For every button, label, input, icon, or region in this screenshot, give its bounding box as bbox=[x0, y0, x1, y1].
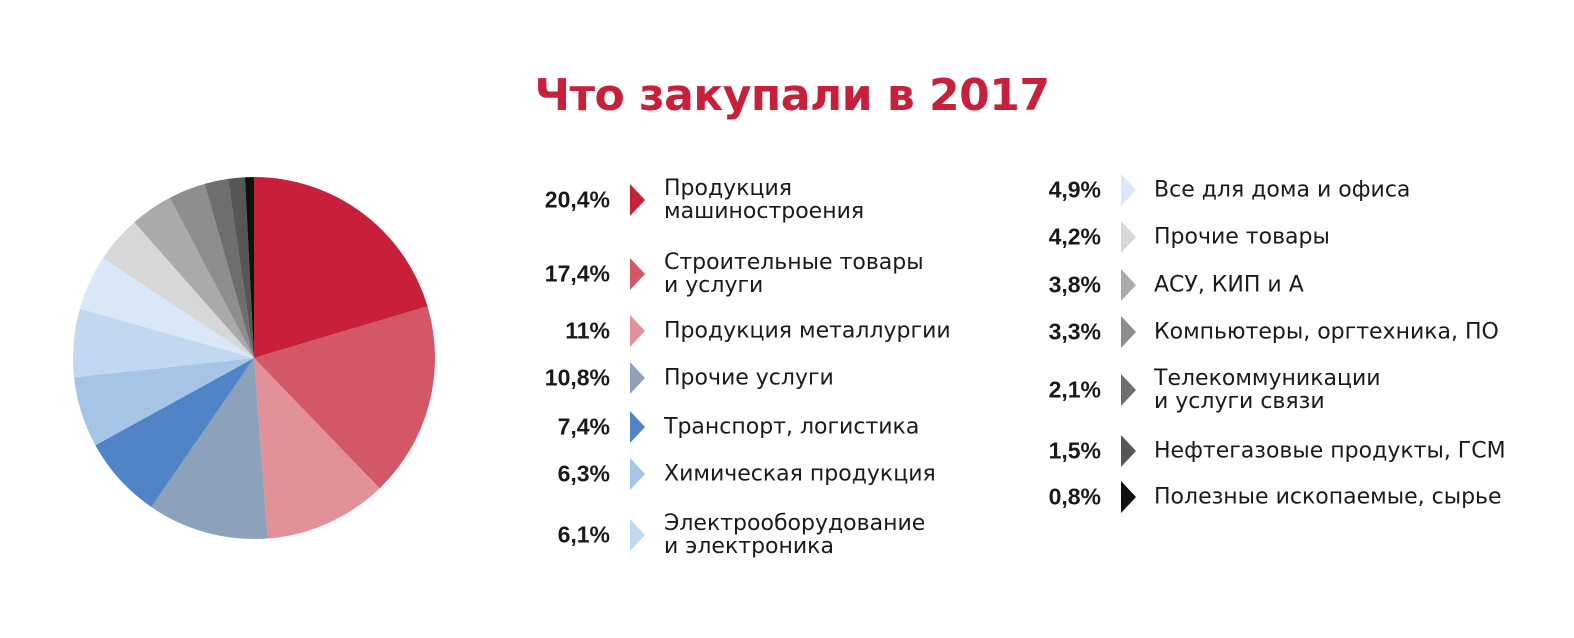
legend-label: Химическая продукция bbox=[664, 461, 936, 487]
pie-slice-0 bbox=[254, 177, 428, 358]
legend-marker-icon bbox=[1121, 221, 1136, 253]
legend-marker-icon bbox=[630, 315, 645, 347]
legend-item: 20,4% Продукция машиностроения bbox=[0, 176, 1574, 224]
legend-item: 6,1% Электрооборудование и электроника bbox=[0, 511, 1574, 559]
legend-item: 7,4% Транспорт, логистика bbox=[0, 407, 1574, 447]
legend-marker-icon bbox=[1121, 316, 1136, 348]
legend-percent: 3,8% bbox=[1048, 271, 1101, 298]
pie-slice-7 bbox=[79, 258, 255, 358]
legend-label: Электрооборудование и электроника bbox=[664, 511, 926, 559]
legend-item: 3,3% Компьютеры, оргтехника, ПО bbox=[0, 312, 1574, 352]
legend-percent: 7,4% bbox=[557, 413, 610, 440]
legend-item: 17,4% Строительные товары и услуги bbox=[0, 250, 1574, 298]
legend-label: Компьютеры, оргтехника, ПО bbox=[1154, 319, 1499, 345]
legend-percent: 4,2% bbox=[1048, 223, 1101, 250]
legend-marker-icon bbox=[630, 411, 645, 443]
legend-percent: 17,4% bbox=[544, 260, 610, 287]
pie-slice-3 bbox=[151, 358, 268, 540]
pie-chart bbox=[72, 177, 435, 540]
legend-item: 1,5% Нефтегазовые продукты, ГСМ bbox=[0, 431, 1574, 471]
legend-marker-icon bbox=[1121, 435, 1136, 467]
legend-label: Нефтегазовые продукты, ГСМ bbox=[1154, 438, 1506, 464]
legend-item: 4,2% Прочие товары bbox=[0, 217, 1574, 257]
legend-marker-icon bbox=[630, 184, 645, 216]
legend-marker-icon bbox=[1121, 174, 1136, 206]
pie-slice-4 bbox=[95, 358, 254, 508]
legend-label: Строительные товары и услуги bbox=[664, 250, 924, 298]
legend-percent: 4,9% bbox=[1048, 176, 1101, 203]
legend-marker-icon bbox=[630, 362, 645, 394]
pie-slice-6 bbox=[72, 308, 254, 378]
legend-percent: 6,1% bbox=[557, 521, 610, 548]
legend-label: Полезные ископаемые, сырье bbox=[1154, 484, 1502, 510]
pie-slice-13 bbox=[244, 177, 254, 358]
legend-percent: 20,4% bbox=[544, 186, 610, 213]
pie-slice-11 bbox=[204, 178, 254, 358]
legend-percent: 0,8% bbox=[1048, 483, 1101, 510]
pie-slice-2 bbox=[254, 358, 380, 539]
pie-slice-9 bbox=[134, 197, 254, 358]
legend-item: 10,8% Прочие услуги bbox=[0, 358, 1574, 398]
legend-label: АСУ, КИП и А bbox=[1154, 272, 1304, 298]
pie-slice-8 bbox=[103, 222, 254, 358]
legend-item: 2,1% Телекоммуникации и услуги связи bbox=[0, 366, 1574, 414]
legend-marker-icon bbox=[1121, 374, 1136, 406]
pie-slice-10 bbox=[169, 183, 254, 358]
legend-marker-icon bbox=[1121, 481, 1136, 513]
legend-label: Продукция металлургии bbox=[664, 318, 951, 344]
pie-slice-12 bbox=[227, 177, 254, 358]
legend-marker-icon bbox=[1121, 269, 1136, 301]
legend-item: 4,9% Все для дома и офиса bbox=[0, 170, 1574, 210]
chart-title: Что закупали в 2017 bbox=[534, 70, 1051, 121]
legend-percent: 1,5% bbox=[1048, 437, 1101, 464]
legend-item: 11% Продукция металлургии bbox=[0, 311, 1574, 351]
legend-percent: 6,3% bbox=[557, 460, 610, 487]
legend-percent: 11% bbox=[565, 317, 610, 344]
pie-slice-1 bbox=[254, 306, 435, 489]
legend-percent: 2,1% bbox=[1048, 376, 1101, 403]
legend-label: Продукция машиностроения bbox=[664, 176, 865, 224]
legend-label: Прочие товары bbox=[1154, 224, 1330, 250]
legend-item: 6,3% Химическая продукция bbox=[0, 454, 1574, 494]
legend-label: Все для дома и офиса bbox=[1154, 177, 1411, 203]
legend-percent: 3,3% bbox=[1048, 318, 1101, 345]
legend-marker-icon bbox=[630, 458, 645, 490]
legend-label: Прочие услуги bbox=[664, 365, 834, 391]
pie-slice-5 bbox=[74, 358, 254, 446]
legend-item: 3,8% АСУ, КИП и А bbox=[0, 265, 1574, 305]
legend-label: Телекоммуникации и услуги связи bbox=[1154, 366, 1381, 414]
legend-item: 0,8% Полезные ископаемые, сырье bbox=[0, 477, 1574, 517]
legend-marker-icon bbox=[630, 258, 645, 290]
legend-marker-icon bbox=[630, 519, 645, 551]
legend-percent: 10,8% bbox=[544, 364, 610, 391]
legend-label: Транспорт, логистика bbox=[664, 414, 920, 440]
